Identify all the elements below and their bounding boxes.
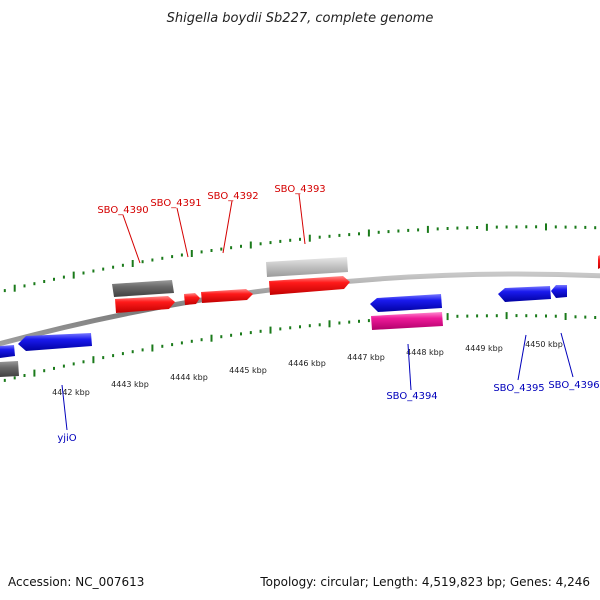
gene-label-SBO_4390[interactable]: SBO_4390 bbox=[97, 205, 148, 216]
forward-gene-arrow-4[interactable] bbox=[269, 276, 350, 295]
kbp-label: 4445 kbp bbox=[229, 366, 267, 375]
forward-gene-arrow-2[interactable] bbox=[184, 293, 200, 305]
pseudogene-light-1[interactable] bbox=[266, 257, 348, 277]
gene-label-SBO_4393[interactable]: SBO_4393 bbox=[274, 184, 325, 195]
kbp-label: 4448 kbp bbox=[406, 348, 444, 357]
kbp-label: 4449 kbp bbox=[465, 344, 503, 353]
leader-line bbox=[407, 343, 412, 391]
reverse-gene-arrow-SBO_4396[interactable] bbox=[551, 285, 567, 298]
gene-label-SBO_4391[interactable]: SBO_4391 bbox=[150, 198, 201, 209]
kbp-label: 4450 kbp bbox=[525, 340, 563, 349]
kbp-label: 4443 kbp bbox=[111, 380, 149, 389]
kbp-label: 4447 kbp bbox=[347, 353, 385, 362]
gene-label-SBO_4394[interactable]: SBO_4394 bbox=[386, 391, 437, 402]
topology-text: Topology: circular; Length: 4,519,823 bp… bbox=[259, 575, 590, 589]
leader-line bbox=[560, 332, 574, 378]
leader-line bbox=[176, 207, 189, 258]
kbp-axis-labels: 4442 kbp 4443 kbp 4444 kbp 4445 kbp 4446… bbox=[52, 340, 563, 397]
reverse-gene-arrow-SBO_4394[interactable] bbox=[370, 294, 442, 312]
gene-label-SBO_4392[interactable]: SBO_4392 bbox=[207, 191, 258, 202]
leader-line bbox=[298, 193, 306, 245]
gene-label-SBO_4396[interactable]: SBO_4396 bbox=[548, 380, 599, 391]
forward-tick-track bbox=[3, 223, 597, 293]
reverse-gene-arrow-yjiO[interactable] bbox=[18, 333, 92, 351]
forward-gene-arrow-3[interactable] bbox=[201, 289, 253, 303]
rna-gene-1[interactable] bbox=[371, 312, 443, 330]
kbp-label: 4446 kbp bbox=[288, 359, 326, 368]
leader-line bbox=[122, 214, 141, 264]
feature-track bbox=[0, 255, 600, 377]
leader-line bbox=[61, 384, 68, 431]
gene-label-yjiO[interactable]: yjiO bbox=[57, 433, 76, 444]
leader-line bbox=[222, 200, 233, 254]
accession-text: Accession: NC_007613 bbox=[8, 575, 144, 589]
gene-label-SBO_4395[interactable]: SBO_4395 bbox=[493, 383, 544, 394]
pseudogene-dark-2[interactable] bbox=[0, 361, 19, 377]
reverse-gene-arrow-left-edge[interactable] bbox=[0, 345, 15, 358]
reverse-gene-arrow-SBO_4395[interactable] bbox=[498, 286, 551, 302]
gene-labels: SBO_4390 SBO_4391 SBO_4392 SBO_4393 yjiO… bbox=[57, 184, 599, 444]
kbp-label: 4444 kbp bbox=[170, 373, 208, 382]
pseudogene-dark-1[interactable] bbox=[112, 280, 174, 297]
map-title: Shigella boydii Sb227, complete genome bbox=[167, 11, 434, 26]
kbp-label: 4442 kbp bbox=[52, 388, 90, 397]
forward-gene-arrow-1[interactable] bbox=[115, 296, 175, 313]
leader-line bbox=[517, 334, 527, 381]
